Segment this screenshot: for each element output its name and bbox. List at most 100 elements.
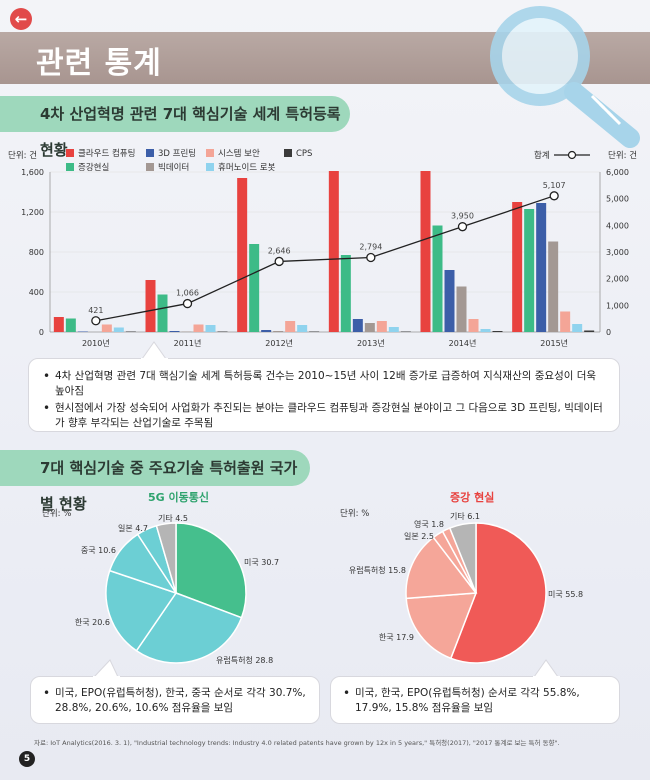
legend-label: 휴머노이드 로봇 [218,162,276,173]
legend-marker [567,150,577,160]
bar [237,178,248,332]
legend-swatch [146,163,154,171]
total-point [182,298,193,309]
total-point [91,316,101,326]
bar [273,331,284,332]
legend-swatch [66,149,74,157]
x-tick-label: 2015년 [540,338,568,348]
bar [480,329,491,332]
pie-slice-label: 유럽특허청 28.8 [216,656,273,665]
legend-label: 3D 프린팅 [158,148,196,159]
arrow-left-icon[interactable]: ← [10,8,32,30]
total-point [457,222,468,232]
total-label: 3,950 [451,212,474,221]
bar [388,327,399,332]
bar [468,319,479,332]
pie-slice-label: 일본 2.5 [404,532,434,541]
callout-pointer [141,341,168,360]
total-label: 421 [88,306,103,315]
source-note: 자료: IoT Analytics(2016. 3. 1), "Industri… [34,739,560,747]
pie-ar-title: 증강 현실 [450,491,495,504]
magnifier-icon [490,6,640,148]
y2-tick-label: 2,000 [606,275,629,284]
summary-bullet: 미국, EPO(유럽특허청), 한국, 중국 순서로 각각 30.7%, 28.… [41,686,307,716]
bar [145,280,156,332]
y-tick-label: 0 [39,328,44,337]
bar [376,321,387,332]
legend-swatch [284,149,292,157]
y2-tick-label: 1,000 [606,301,629,310]
legend-label: 합계 [534,150,550,161]
legend-label: 시스템 보안 [218,148,260,159]
bar [364,323,375,332]
total-line [95,195,555,322]
bar [169,331,180,332]
x-tick-label: 2010년 [82,338,110,348]
y-tick-label: 1,600 [21,168,44,177]
summary-bullet: 현시점에서 가장 성숙되어 사업화가 추진되는 분야는 클라우드 컴퓨팅과 증강… [41,401,607,431]
x-tick-label: 2014년 [449,338,477,348]
pie-slice [405,592,478,660]
section1-summary-card: 4차 산업혁명 관련 7대 핵심기술 세계 특허등록 건수는 2010~15년 … [28,358,620,432]
x-tick-label: 2013년 [357,338,385,348]
pie-slice [105,569,178,652]
bar [181,331,192,332]
legend-swatch [206,149,214,157]
bar [309,331,320,332]
total-point [274,256,284,267]
callout-pointer [92,659,120,678]
legend-swatch [66,163,74,171]
total-point [549,191,559,201]
total-label: 2,646 [268,246,291,255]
pie-slice [155,522,177,594]
bar [77,331,88,332]
pie-ar-chart: 미국 55.8 한국 17.9 유럽특허청 15.8 일본 2.5 영국 1.8 기타 6… [349,512,583,664]
bar [193,324,204,332]
pie-slice-label: 한국 17.9 [379,633,414,642]
pie-5g-summary-card: 미국, EPO(유럽특허청), 한국, 중국 순서로 각각 30.7%, 28.… [30,676,320,724]
bar [328,171,339,332]
summary-bullet: 미국, 한국, EPO(유럽특허청) 순서로 각각 55.8%, 17.9%, … [341,686,607,716]
y-tick-label: 400 [29,288,44,297]
bar [285,321,296,332]
bar [352,319,363,332]
bar [492,331,503,332]
bar [249,244,260,332]
pie-ar-unit: 단위: % [340,509,370,519]
bar [420,171,431,332]
bar [572,324,583,332]
y2-tick-label: 4,000 [606,221,629,230]
pie-slice [448,522,477,594]
bar [65,318,76,332]
bar [101,324,112,332]
bar [524,209,535,332]
bar [125,331,136,332]
legend-label: 클라우드 컴퓨팅 [78,148,135,159]
pie-slice-label: 미국 55.8 [548,590,583,599]
pie-slice-label: 중국 10.6 [81,546,116,555]
bar [444,270,455,332]
bar [560,311,571,332]
summary-bullet: 4차 산업혁명 관련 7대 핵심기술 세계 특허등록 건수는 2010~15년 … [41,369,607,399]
y-tick-label: 800 [29,248,44,257]
y2-tick-label: 5,000 [606,195,629,204]
legend-swatch [146,149,154,157]
bar [297,325,308,332]
bar [205,325,216,332]
pie-slice-label: 기타 4.5 [158,514,188,523]
y2-tick-label: 3,000 [606,248,629,257]
y2-tick-label: 0 [606,328,611,337]
pie-slice-label: 미국 30.7 [244,558,279,567]
bar [512,202,523,332]
bar [113,327,124,332]
bar [217,331,228,332]
total-label: 5,107 [543,181,566,190]
section2-title: 7대 핵심기술 중 주요기술 특허출원 국가별 현황 [0,450,310,513]
total-point [366,252,376,263]
total-label: 2,794 [359,242,382,251]
section1-title: 4차 산업혁명 관련 7대 핵심기술 세계 특허등록 현황 [0,96,350,159]
pie-5g-chart: 미국 30.7 유럽특허청 28.8 한국 20.6 중국 10.6 일본 4.7 기타 … [75,514,279,665]
pie-slice-label: 유럽특허청 15.8 [349,566,406,575]
y-tick-label: 1,200 [21,208,44,217]
y-axis-unit-left: 단위: 건 [8,150,37,161]
